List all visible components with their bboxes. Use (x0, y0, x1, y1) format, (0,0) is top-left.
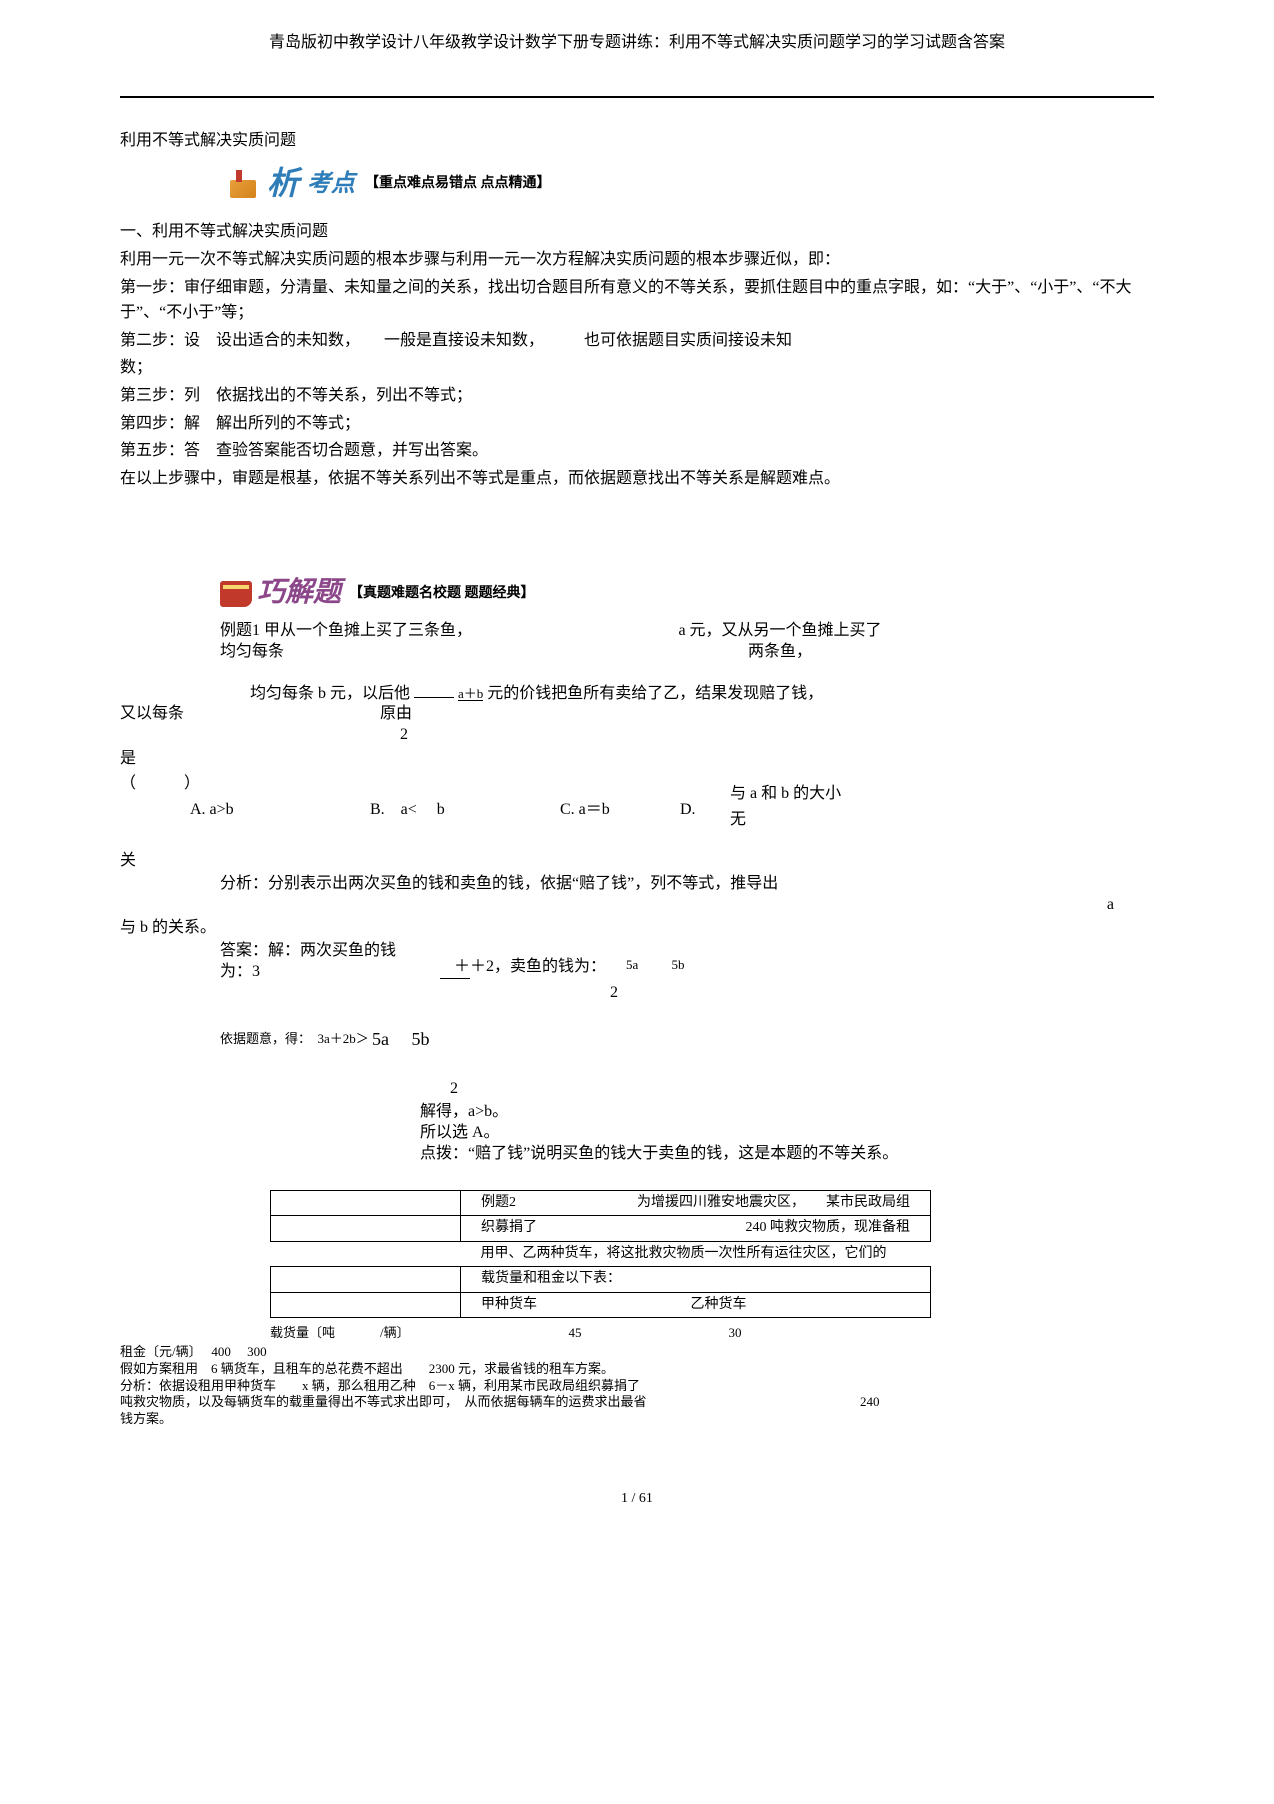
load-a: 45 (490, 1323, 660, 1344)
ex1-line2d: 原由 (380, 704, 412, 725)
frac2-top-a: 5a (372, 1029, 389, 1049)
kaodian-label: 考点 (307, 165, 355, 203)
ex2-row1a: 例题2 (481, 1195, 516, 1210)
rent-label: 租金〔元/辆〕 (120, 1344, 195, 1359)
ex2-row2a: 织募捐了 (481, 1220, 537, 1235)
solution-heading: 巧解题 【真题难题名校题 题题经典】 (220, 571, 1154, 616)
analysis3: 与 b 的关系。 (120, 915, 1154, 941)
load-label: 载货量〔吨 (270, 1323, 380, 1344)
para2: 第一步：审仔细审题，分清量、未知量之间的关系，找出切合题目所有意义的不等关系，要… (120, 275, 1154, 326)
ex2-q2b: 吨救灾物质，以及每辆货车的载重量得出不等式求出即可， 从而依据每辆车的运费求出最… (120, 1394, 860, 1411)
opt-c: C. a＝b (560, 797, 680, 848)
xi-label: 析 (267, 158, 299, 209)
opt-d: D. (680, 797, 730, 848)
answer1b: 为：3 (220, 962, 420, 983)
answer1d: ＋2，卖鱼的钱为： (470, 941, 606, 983)
bracket-text-1: 【重点难点易错点 点点精通】 (365, 173, 551, 195)
page-number: 1 / 61 (120, 1488, 1154, 1510)
ex2-row1b: 为增援四川雅安地震灾区， 某市民政局组 (637, 1192, 910, 1214)
dianbo: 点拨：“赔了钱”说明买鱼的钱大于卖鱼的钱，这是本题的不等关系。 (420, 1144, 1154, 1165)
bracket-text-2: 【真题难题名校题 题题经典】 (349, 583, 535, 605)
ex1-line2b: 元的价钱把鱼所有卖给了乙，结果发现赔了钱， (487, 685, 823, 702)
frac-denom: 2 (400, 725, 1154, 746)
rent-b: 300 (247, 1344, 267, 1359)
jieti-label: 巧解题 (257, 571, 341, 616)
para1: 利用一元一次不等式解决实质问题的根本步骤与利用一元一次方程解决实质问题的根本步骤… (120, 247, 1154, 273)
analysis-heading: 析 考点 【重点难点易错点 点点精通】 (230, 158, 1154, 209)
answer1a: 答案：解：两次买鱼的钱 (220, 941, 420, 962)
opt-d-extra1: 与 a 和 b 的大小 (730, 781, 841, 807)
ex1-line1c: 均匀每条 (220, 642, 630, 663)
yiju: 依据题意，得： 3a＋2b＞ (220, 1031, 369, 1046)
ex2-row3: 用甲、乙两种货车，将这批救灾物质一次性所有运往灾区，它们的 (461, 1241, 931, 1266)
divider (120, 96, 1154, 98)
ex2-col2: 乙种货车 (691, 1297, 747, 1312)
page-header: 青岛版初中教学设计八年级教学设计数学下册专题讲练：利用不等式解决实质问题学习的学… (120, 30, 1154, 56)
section1-title: 一、利用不等式解决实质问题 (120, 219, 1154, 245)
para7: 在以上步骤中，审题是根基，依据不等关系列出不等式是重点，而依据题意找出不等关系是… (120, 466, 1154, 492)
para3b: 数； (120, 355, 1154, 381)
topic-title: 利用不等式解决实质问题 (120, 128, 1154, 154)
book-stack-icon (220, 581, 252, 607)
rent-a: 400 (211, 1344, 231, 1359)
analysis1: 分析：分别表示出两次买鱼的钱和卖鱼的钱，依据“赔了钱”，列不等式，推导出 (220, 874, 778, 895)
ex1-line1a: 例题1 甲从一个鱼摊上买了三条鱼， (220, 621, 630, 642)
load-unit: /辆〕 (380, 1323, 490, 1344)
frac2-denom: 2 (450, 1076, 1154, 1102)
ex2-q1: 假如方案租用 6 辆货车，且租车的总花费不超出 2300 元，求最省钱的租车方案… (120, 1361, 1154, 1378)
ex2-row4: 载货量和租金以下表： (461, 1267, 931, 1292)
example2-table: 例题2 为增援四川雅安地震灾区， 某市民政局组 织募捐了 240 吨救灾物质，现… (270, 1190, 931, 1318)
solve1: 解得，a>b。 (420, 1102, 1154, 1123)
ex2-row2b: 240 吨救灾物质，现准备租 (746, 1217, 911, 1239)
frac2-top-b: 5b (412, 1029, 430, 1049)
ex2-q3: 钱方案。 (120, 1411, 1154, 1428)
book-icon (230, 170, 262, 198)
ex2-q2c: 240 (860, 1394, 880, 1411)
answer1g: 2 (610, 983, 1154, 1004)
ex1-rel: 关 (120, 848, 1154, 874)
ex2-col1: 甲种货车 (481, 1297, 537, 1312)
example1: 例题1 甲从一个鱼摊上买了三条鱼， a 元，又从另一个鱼摊上买了 均匀每条 两条… (220, 621, 1154, 704)
answer1e: 5a (626, 957, 638, 972)
answer1f: 5b (672, 957, 685, 972)
answer1c: ＋ (440, 957, 470, 979)
para4: 第三步：列 依据找出的不等关系，列出不等式； (120, 383, 1154, 409)
opt-b: B. a< b (370, 797, 560, 848)
ex1-line3b: （ ） (120, 771, 1154, 797)
frac-top: a＋b (458, 687, 483, 701)
ex1-line1d: 两条鱼， (630, 642, 930, 663)
ex2-q2a: 分析：依据设租用甲种货车 x 辆，那么租用乙种 6－x 辆，利用某市民政局组织募… (120, 1378, 640, 1395)
opt-d-extra2: 无 (730, 807, 841, 833)
para3a: 第二步：设 设出适合的未知数， 一般是直接设未知数， 也可依据题目实质间接设未知 (120, 328, 1154, 354)
ex1-line3a: 是 (120, 746, 1154, 772)
ex1-line1b: a 元，又从另一个鱼摊上买了 (630, 621, 930, 642)
solve2: 所以选 A。 (420, 1123, 1154, 1144)
ex1-line2c: 又以每条 (120, 704, 380, 725)
para5: 第四步：解 解出所列的不等式； (120, 411, 1154, 437)
para6: 第五步：答 查验答案能否切合题意，并写出答案。 (120, 438, 1154, 464)
analysis2: a (220, 895, 1154, 916)
opt-a: A. a>b (190, 797, 370, 848)
ex1-line2a: 均匀每条 b 元，以后他 (250, 685, 410, 702)
load-b: 30 (660, 1323, 810, 1344)
